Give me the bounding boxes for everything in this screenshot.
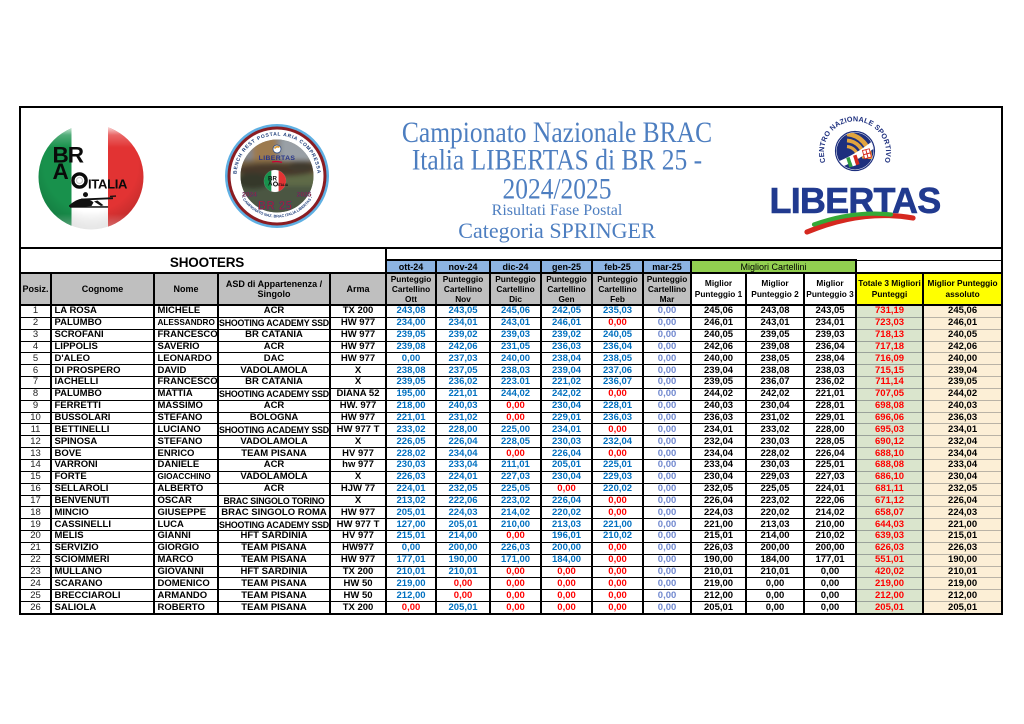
svg-text:2024: 2024: [242, 192, 257, 199]
svg-text:2025: 2025: [297, 192, 312, 199]
svg-text:A: A: [53, 159, 69, 184]
svg-text:BR: BR: [53, 143, 84, 168]
svg-text:ITALIA: ITALIA: [88, 177, 128, 192]
svg-text:ITALIA: ITALIA: [278, 183, 289, 187]
svg-text:LIBERTAS: LIBERTAS: [259, 155, 296, 162]
svg-text:BR 25: BR 25: [258, 201, 293, 213]
svg-text:A: A: [268, 181, 273, 188]
svg-text:BR: BR: [268, 176, 277, 183]
